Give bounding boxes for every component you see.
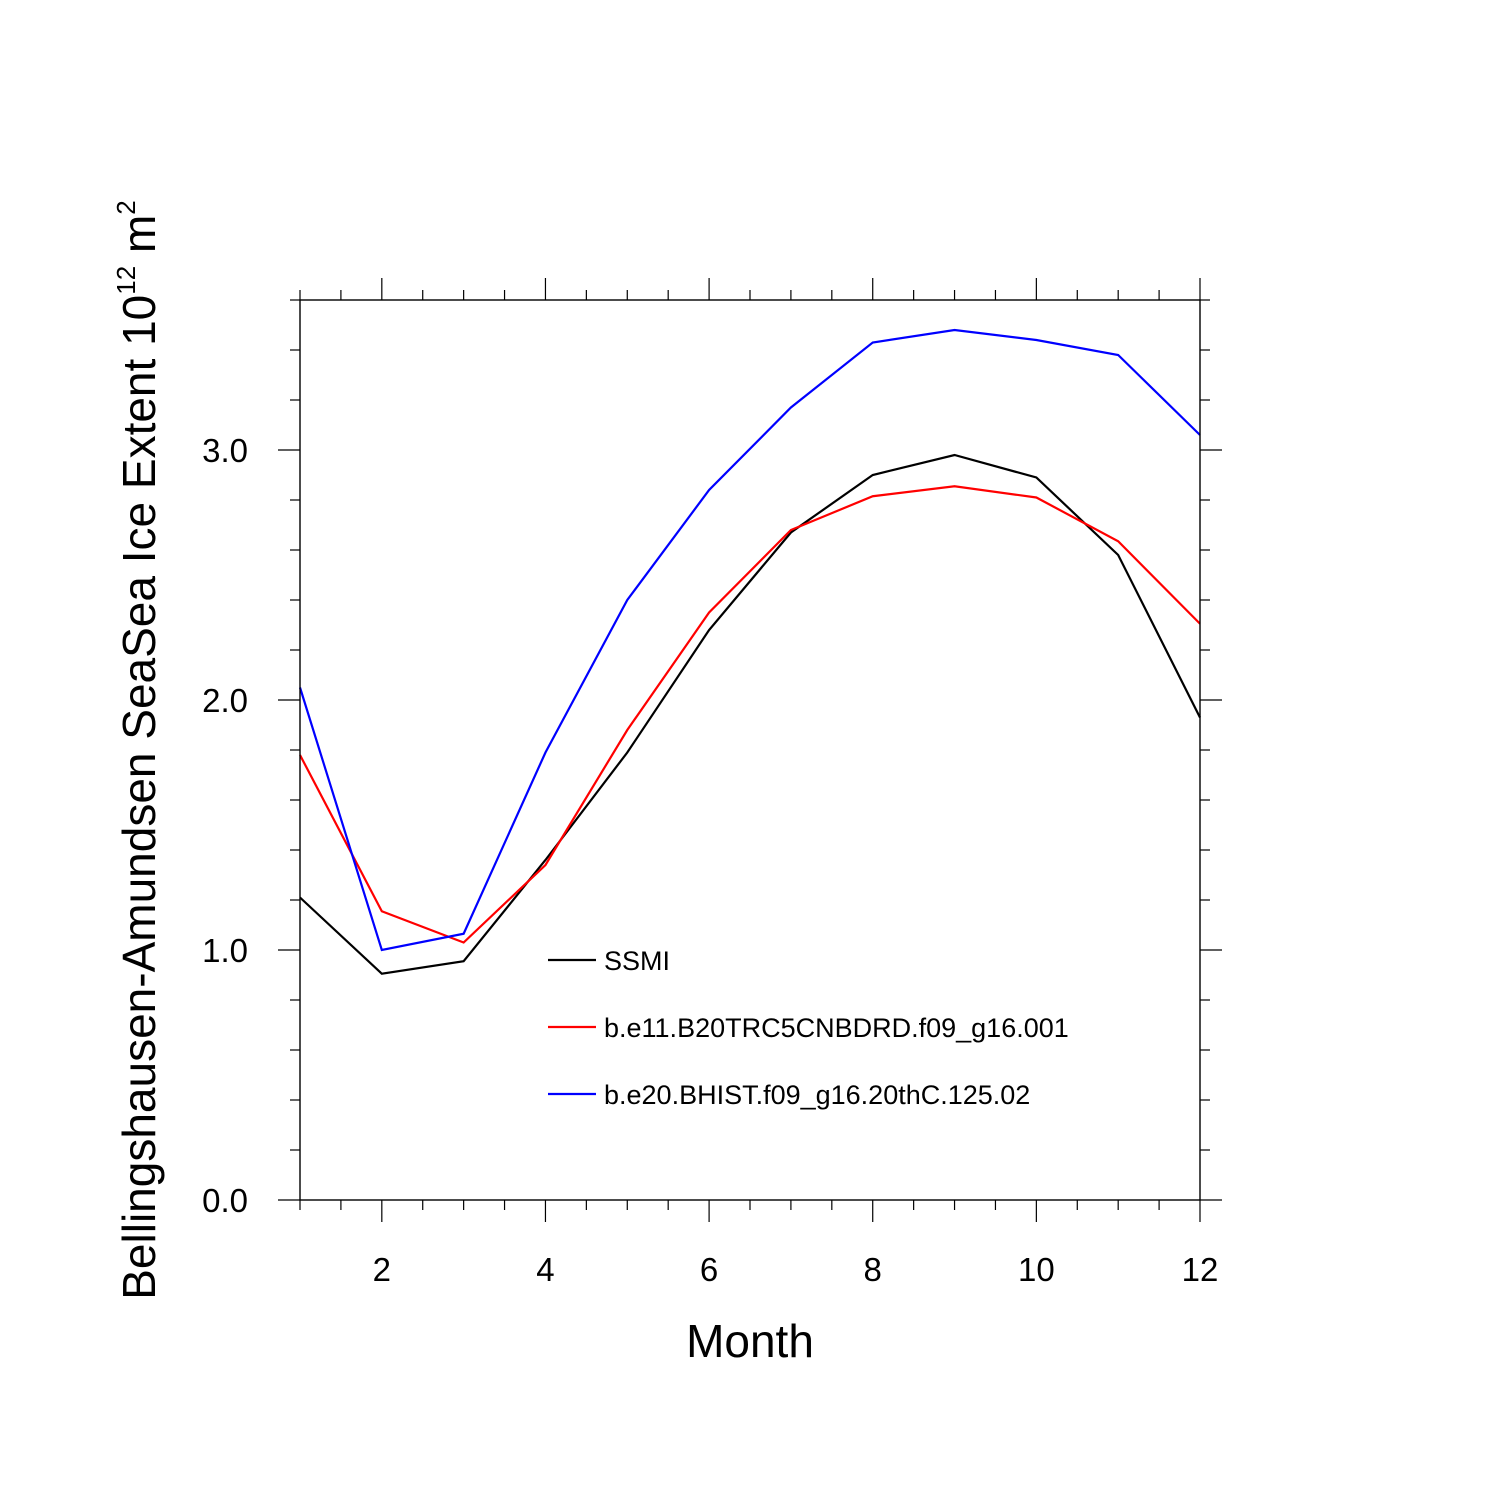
y-axis-title-unit: m	[113, 215, 165, 253]
y-axis-title-exponent: 12	[111, 266, 141, 295]
x-axis-title: Month	[686, 1315, 814, 1367]
series-lines	[298, 328, 1201, 975]
x-tick-label: 10	[1018, 1251, 1055, 1288]
x-tick-label: 4	[536, 1251, 554, 1288]
y-axis-title-space	[113, 253, 165, 266]
y-tick-label: 3.0	[202, 432, 248, 469]
x-tick-label: 6	[700, 1251, 718, 1288]
y-tick-label: 0.0	[202, 1182, 248, 1219]
x-tick-label: 12	[1182, 1251, 1219, 1288]
series-line-2	[299, 485, 1201, 944]
legend: SSMI b.e11.B20TRC5CNBDRD.f09_g16.001 b.e20…	[548, 946, 1069, 1110]
axis-ticks	[278, 278, 1222, 1222]
legend-label: b.e20.BHIST.f09_g16.20thC.125.02	[604, 1080, 1030, 1110]
plot-frame	[299, 299, 1201, 1201]
y-tick-label: 1.0	[202, 932, 248, 969]
legend-label: b.e11.B20TRC5CNBDRD.f09_g16.001	[604, 1013, 1069, 1043]
x-tick-label: 8	[864, 1251, 882, 1288]
y-axis-title-text: Bellingshausen-Amundsen SeaSea Ice Exten…	[113, 295, 165, 1300]
series-line-3	[298, 328, 1201, 952]
tick-labels: 2 4 6 8 10 12 0.0 1.0 2.0 3.0	[202, 432, 1218, 1288]
y-tick-label: 2.0	[202, 682, 248, 719]
series-line-1	[299, 453, 1201, 975]
y-axis-title-unit-exponent: 2	[111, 200, 141, 214]
legend-label: SSMI	[604, 946, 670, 976]
y-axis-title: Bellingshausen-Amundsen SeaSea Ice Exten…	[111, 200, 165, 1300]
x-tick-label: 2	[373, 1251, 391, 1288]
